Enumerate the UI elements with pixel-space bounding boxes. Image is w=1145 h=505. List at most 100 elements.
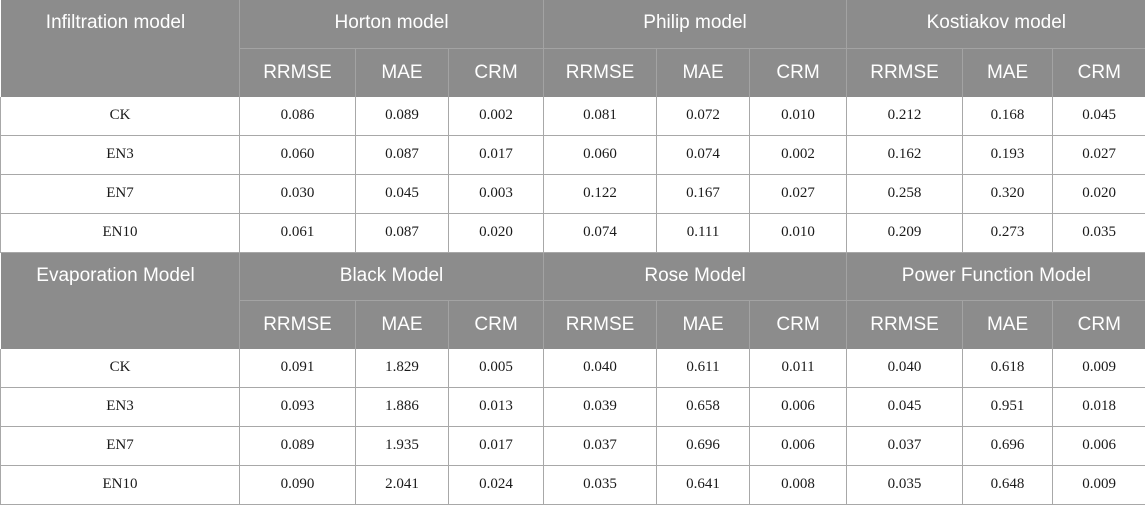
metric-header: CRM [449,300,544,349]
table-cell: 0.320 [963,174,1053,213]
table-cell: 0.040 [847,349,963,388]
table-cell: 0.258 [847,174,963,213]
table-cell: 0.006 [750,387,847,426]
metric-header: CRM [750,48,847,97]
table-cell: 0.060 [544,135,657,174]
table-cell: 0.035 [847,465,963,504]
table-cell: 0.167 [657,174,750,213]
metric-header: RRMSE [544,48,657,97]
table-cell: 0.611 [657,349,750,388]
model-group-header: Rose Model [544,252,847,300]
table-cell: 0.212 [847,97,963,136]
table-cell: 0.024 [449,465,544,504]
table-cell: 0.061 [240,213,356,252]
table-cell: 0.122 [544,174,657,213]
table-cell: 0.618 [963,349,1053,388]
metric-header: MAE [657,48,750,97]
table-cell: 0.648 [963,465,1053,504]
table-cell: 0.027 [1053,135,1145,174]
row-label: CK [1,97,240,136]
table-cell: 0.037 [544,426,657,465]
row-label: EN7 [1,426,240,465]
table-cell: 0.040 [544,349,657,388]
table-cell: 0.086 [240,97,356,136]
table-cell: 0.060 [240,135,356,174]
table-cell: 0.006 [1053,426,1145,465]
table-cell: 0.013 [449,387,544,426]
section-title-text: Evaporation Model [11,265,221,287]
table-cell: 0.008 [750,465,847,504]
table-cell: 0.193 [963,135,1053,174]
table-cell: 0.091 [240,349,356,388]
table-cell: 0.009 [1053,465,1145,504]
model-group-header: Horton model [240,0,544,48]
table-cell: 0.018 [1053,387,1145,426]
model-group-header: Black Model [240,252,544,300]
metric-header: CRM [1053,300,1145,349]
table-cell: 0.087 [356,213,449,252]
table-cell: 0.087 [356,135,449,174]
table-cell: 0.003 [449,174,544,213]
table-cell: 0.045 [847,387,963,426]
section-title-text: Infiltration model [11,12,221,34]
table-cell: 0.027 [750,174,847,213]
table-cell: 0.111 [657,213,750,252]
metric-header: MAE [657,300,750,349]
table-cell: 0.081 [544,97,657,136]
table-cell: 0.035 [544,465,657,504]
table-cell: 0.696 [657,426,750,465]
table-cell: 0.074 [544,213,657,252]
metric-header: CRM [750,300,847,349]
section-title: Infiltration model [1,0,240,97]
table-cell: 0.074 [657,135,750,174]
table-cell: 0.009 [1053,349,1145,388]
model-group-header: Power Function Model [847,252,1145,300]
table-cell: 0.209 [847,213,963,252]
table-cell: 0.658 [657,387,750,426]
metric-header: CRM [449,48,544,97]
table-cell: 0.017 [449,135,544,174]
row-label: EN3 [1,387,240,426]
table-cell: 0.037 [847,426,963,465]
table-cell: 0.093 [240,387,356,426]
metric-header: MAE [356,48,449,97]
table-cell: 0.641 [657,465,750,504]
table-cell: 0.089 [240,426,356,465]
metric-header: RRMSE [544,300,657,349]
table-cell: 1.935 [356,426,449,465]
table-cell: 0.090 [240,465,356,504]
table-cell: 0.162 [847,135,963,174]
table-cell: 0.010 [750,213,847,252]
row-label: EN10 [1,213,240,252]
table-cell: 0.696 [963,426,1053,465]
table-cell: 0.072 [657,97,750,136]
row-label: CK [1,349,240,388]
row-label: EN3 [1,135,240,174]
table-cell: 0.002 [449,97,544,136]
table-cell: 0.951 [963,387,1053,426]
metric-header: RRMSE [240,300,356,349]
table-cell: 1.886 [356,387,449,426]
metric-header: MAE [963,300,1053,349]
metric-header: RRMSE [240,48,356,97]
table-cell: 0.030 [240,174,356,213]
metric-header: RRMSE [847,48,963,97]
table-cell: 0.006 [750,426,847,465]
table-cell: 0.273 [963,213,1053,252]
metric-header: CRM [1053,48,1145,97]
table-cell: 0.168 [963,97,1053,136]
metric-header: RRMSE [847,300,963,349]
table-cell: 0.020 [449,213,544,252]
section-title: Evaporation Model [1,252,240,349]
